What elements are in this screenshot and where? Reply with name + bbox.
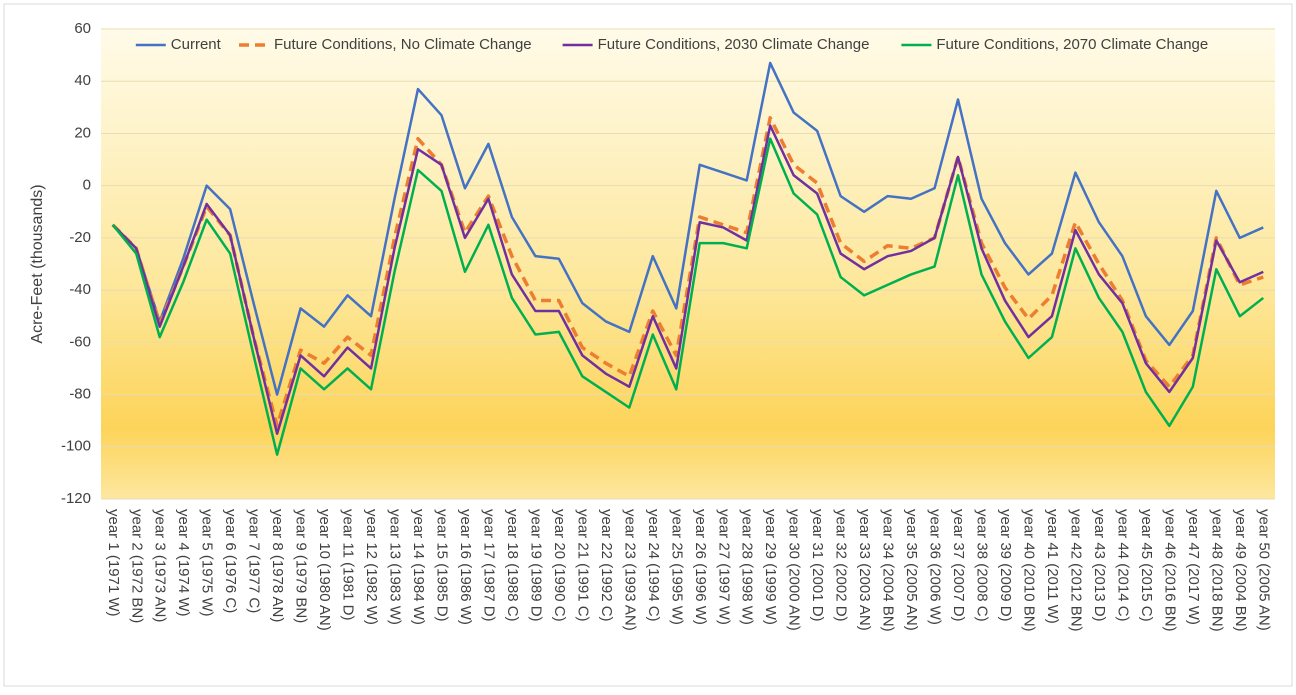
x-tick-label: year 27 (1997 W) <box>715 509 732 625</box>
x-tick-label: year 39 (2009 D) <box>997 509 1014 622</box>
x-tick-label: year 33 (2003 AN) <box>856 509 873 631</box>
x-tick-label: year 41 (2011 W) <box>1044 509 1061 624</box>
series-line <box>111 137 1265 456</box>
series-line <box>111 124 1264 435</box>
x-tick-label: year 13 (1983 W) <box>387 509 404 625</box>
x-tick-label: year 35 (2005 AN) <box>903 509 920 631</box>
x-tick-label: year 9 (1979 BN) <box>293 509 310 623</box>
x-tick-label: year 4 (1974 W) <box>175 509 192 617</box>
x-tick-label: year 43 (2013 D) <box>1091 509 1108 622</box>
x-tick-label: year 10 (1980 AN) <box>316 509 333 631</box>
y-axis-label: Acre-Feet (thousands) <box>29 184 46 343</box>
x-tick-label: year 12 (1982 W) <box>363 509 380 625</box>
y-tick-label: -20 <box>69 229 91 246</box>
y-tick-label: -40 <box>69 281 91 298</box>
x-tick-label: year 6 (1976 C) <box>222 509 239 613</box>
x-tick-label: year 36 (2006 W) <box>927 509 944 625</box>
x-tick-label: year 22 (1992 C) <box>598 509 615 622</box>
x-tick-label: year 29 (1999 W) <box>762 509 779 625</box>
x-tick-label: year 26 (1996 W) <box>692 509 709 625</box>
legend-label: Current <box>171 36 222 53</box>
y-tick-label: 60 <box>74 20 91 37</box>
x-tick-label: year 49 (2004 BN) <box>1232 509 1249 632</box>
legend-label: Future Conditions, 2030 Climate Change <box>598 36 870 53</box>
y-tick-label: -100 <box>61 438 91 455</box>
x-tick-label: year 20 (1990 C) <box>551 509 568 622</box>
x-tick-label: year 42 (2012 BN) <box>1067 509 1084 632</box>
x-tick-label: year 47 (2017 W) <box>1185 509 1202 625</box>
x-tick-label: year 19 (1989 D) <box>527 509 544 622</box>
x-tick-label: year 3 (1973 AN) <box>152 509 169 622</box>
x-tick-label: year 38 (2008 C) <box>974 509 991 622</box>
x-tick-label: year 11 (1981 D) <box>340 509 357 620</box>
y-tick-label: 40 <box>74 72 91 89</box>
x-tick-label: year 25 (1995 W) <box>668 509 685 625</box>
y-tick-label: -80 <box>69 386 91 403</box>
x-tick-label: year 50 (2005 AN) <box>1255 509 1272 631</box>
x-tick-label: year 48 (2018 BN) <box>1208 509 1225 632</box>
legend-label: Future Conditions, No Climate Change <box>274 36 532 53</box>
x-tick-label: year 7 (1977 C) <box>246 509 263 613</box>
x-tick-label: year 30 (2000 AN) <box>786 509 803 631</box>
x-tick-label: year 14 (1984 W) <box>410 509 427 625</box>
x-tick-label: year 32 (2002 D) <box>833 509 850 622</box>
x-tick-label: year 15 (1985 D) <box>433 509 450 622</box>
y-tick-label: 0 <box>83 177 91 194</box>
x-tick-label: year 24 (1994 C) <box>645 509 662 622</box>
x-tick-label: year 40 (2010 BN) <box>1020 509 1037 632</box>
x-tick-label: year 31 (2001 D) <box>809 509 826 622</box>
x-tick-label: year 37 (2007 D) <box>950 509 967 622</box>
x-tick-label: year 23 (1993 AN) <box>621 509 638 631</box>
x-tick-label: year 5 (1975 W) <box>199 509 216 617</box>
y-tick-label: -120 <box>61 490 91 507</box>
x-tick-label: year 46 (2016 BN) <box>1161 509 1178 632</box>
x-tick-label: year 16 (1986 W) <box>457 509 474 625</box>
x-tick-label: year 28 (1998 W) <box>739 509 756 625</box>
x-tick-label: year 2 (1972 BN) <box>128 509 145 623</box>
series-line <box>111 61 1264 396</box>
x-tick-label: year 8 (1978 AN) <box>269 509 286 622</box>
legend-label: Future Conditions, 2070 Climate Change <box>936 36 1208 53</box>
plot-area <box>101 29 1275 499</box>
y-tick-label: 20 <box>74 124 91 141</box>
x-tick-label: year 34 (2004 BN) <box>880 509 897 632</box>
y-tick-label: -60 <box>69 333 91 350</box>
x-tick-label: year 44 (2014 C) <box>1114 509 1131 622</box>
x-tick-label: year 45 (2015 C) <box>1138 509 1155 622</box>
x-tick-label: year 18 (1988 C) <box>504 509 521 622</box>
x-tick-label: year 1 (1971 W) <box>105 509 122 617</box>
x-tick-label: year 17 (1987 D) <box>480 509 497 622</box>
x-tick-label: year 21 (1991 C) <box>574 509 591 622</box>
